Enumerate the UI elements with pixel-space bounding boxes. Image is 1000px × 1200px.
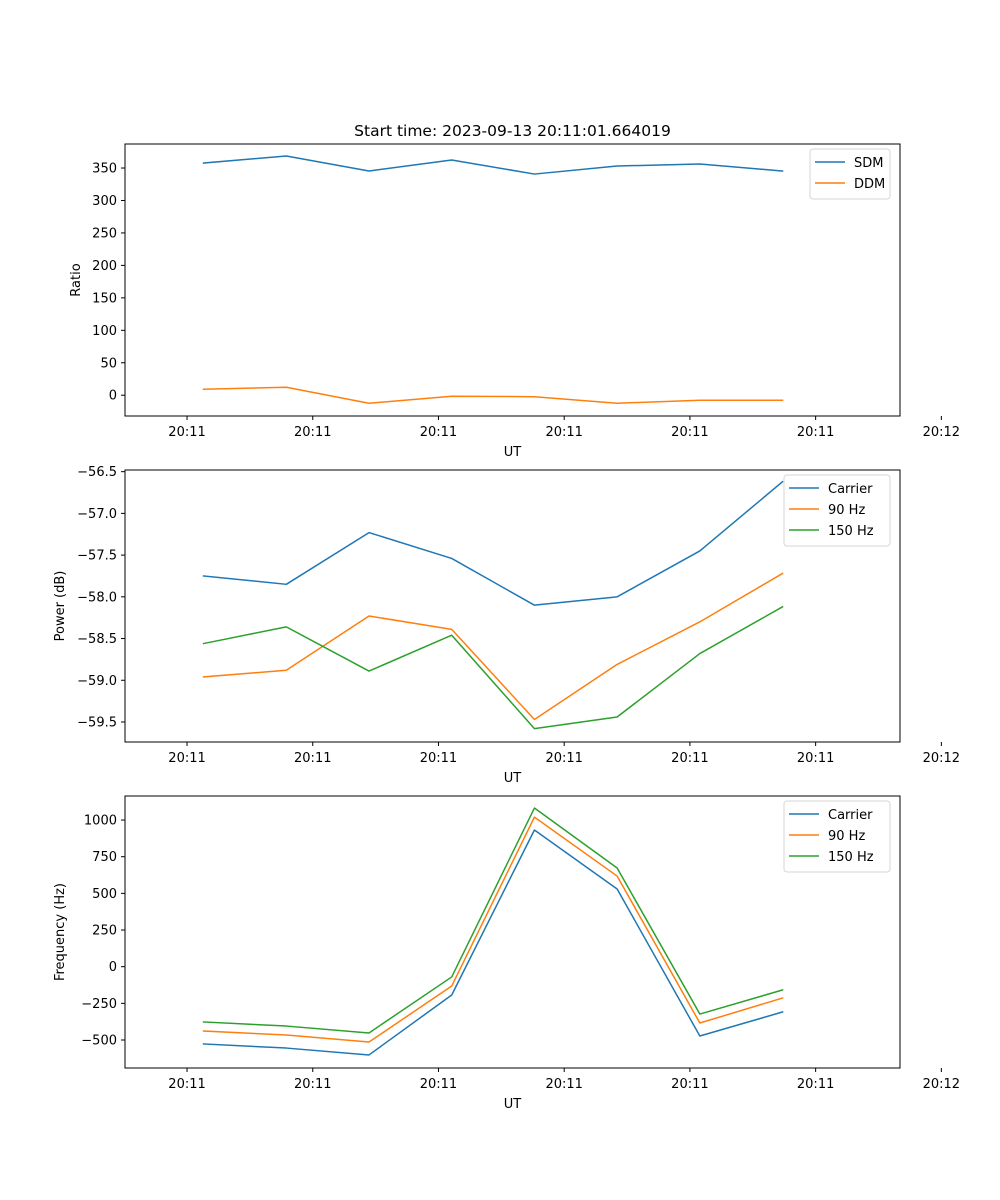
ratio-series-ddm-line <box>202 386 784 404</box>
frequency-x-axis-label: UT <box>504 1097 522 1112</box>
frequency-panel: 20:11 20:11 20:11 20:11 20:11 20:11 20:12 −500 −… <box>53 795 960 1112</box>
ratio-x-tick-label: 20:12 <box>923 425 960 440</box>
power-legend-label: Carrier <box>828 482 873 497</box>
power-legend-box <box>783 474 891 547</box>
power-x-tick-label: 20:11 <box>797 751 834 766</box>
power-x-tick-label: 20:12 <box>923 751 960 766</box>
power-series-90-hz-line <box>202 572 784 721</box>
frequency-axes-frame <box>124 795 901 1069</box>
frequency-y-tick-label: 250 <box>92 924 117 939</box>
ratio-x-tick-label: 20:11 <box>294 425 331 440</box>
power-series-carrier-line <box>202 480 784 606</box>
frequency-legend-label: 150 Hz <box>828 850 874 865</box>
power-y-tick-label: −58.5 <box>77 632 117 647</box>
frequency-y-tick-label: 750 <box>92 850 117 865</box>
power-y-tick-label: −59.0 <box>77 674 117 689</box>
ratio-x-tick-label: 20:11 <box>168 425 205 440</box>
frequency-x-tick-label: 20:11 <box>545 1077 582 1092</box>
frequency-y-tick-label: −500 <box>81 1033 117 1048</box>
power-x-tick-label: 20:11 <box>168 751 205 766</box>
power-legend: Carrier 90 Hz 150 Hz <box>783 474 891 547</box>
power-x-tick-label: 20:11 <box>545 751 582 766</box>
frequency-y-tick-label: −250 <box>81 997 117 1012</box>
frequency-y-tick-label: 1000 <box>84 814 117 829</box>
power-y-axis-label: Power (dB) <box>53 571 68 642</box>
frequency-y-axis-label: Frequency (Hz) <box>53 883 68 981</box>
figure-title: Start time: 2023-09-13 20:11:01.664019 <box>354 122 671 140</box>
frequency-y-tick-label: 500 <box>92 887 117 902</box>
power-y-tick-label: −57.0 <box>77 507 117 522</box>
frequency-series-90-hz-line <box>202 816 784 1043</box>
frequency-x-tick-label: 20:11 <box>671 1077 708 1092</box>
ratio-series-sdm-line <box>202 155 784 175</box>
frequency-y-tick-label: 0 <box>109 960 117 975</box>
power-panel: 20:11 20:11 20:11 20:11 20:11 20:11 20:12 −59.5… <box>53 465 960 786</box>
frequency-x-tick-label: 20:11 <box>294 1077 331 1092</box>
ratio-x-tick-label: 20:11 <box>545 425 582 440</box>
power-y-tick-label: −56.5 <box>77 465 117 480</box>
power-x-tick-label: 20:11 <box>294 751 331 766</box>
ratio-legend-label: DDM <box>854 177 885 192</box>
ratio-x-axis-label: UT <box>504 445 522 460</box>
power-y-tick-label: −59.5 <box>77 715 117 730</box>
frequency-x-tick-label: 20:12 <box>923 1077 960 1092</box>
power-axes-frame <box>124 469 901 743</box>
ratio-x-tick-label: 20:11 <box>671 425 708 440</box>
ratio-y-tick-label: 350 <box>92 162 117 177</box>
ratio-y-tick-label: 250 <box>92 226 117 241</box>
power-y-tick-label: −58.0 <box>77 590 117 605</box>
frequency-x-tick-label: 20:11 <box>168 1077 205 1092</box>
ratio-legend: SDM DDM <box>809 148 891 200</box>
ratio-y-axis-label: Ratio <box>69 263 84 296</box>
frequency-series-carrier-line <box>202 829 784 1056</box>
ratio-legend-label: SDM <box>854 156 883 171</box>
power-y-tick-label: −57.5 <box>77 549 117 564</box>
power-series-150-hz-line <box>202 605 784 730</box>
ratio-y-tick-label: 100 <box>92 324 117 339</box>
frequency-x-tick-label: 20:11 <box>797 1077 834 1092</box>
ratio-panel: 20:11 20:11 20:11 20:11 20:11 20:11 20:12 0 50 10… <box>69 143 960 460</box>
ratio-y-tick-label: 300 <box>92 194 117 209</box>
frequency-series-150-hz-line <box>202 807 784 1034</box>
ratio-y-tick-label: 50 <box>100 356 117 371</box>
power-legend-label: 150 Hz <box>828 524 874 539</box>
power-x-tick-label: 20:11 <box>671 751 708 766</box>
ratio-y-tick-label: 150 <box>92 291 117 306</box>
ratio-axes-frame <box>124 143 901 417</box>
ratio-x-tick-label: 20:11 <box>420 425 457 440</box>
power-x-axis-label: UT <box>504 771 522 786</box>
frequency-legend-box <box>783 800 891 873</box>
frequency-legend-label: Carrier <box>828 808 873 823</box>
frequency-x-tick-label: 20:11 <box>420 1077 457 1092</box>
frequency-legend-label: 90 Hz <box>828 829 865 844</box>
power-legend-label: 90 Hz <box>828 503 865 518</box>
ratio-y-tick-label: 200 <box>92 259 117 274</box>
power-x-tick-label: 20:11 <box>420 751 457 766</box>
frequency-legend: Carrier 90 Hz 150 Hz <box>783 800 891 873</box>
ratio-x-tick-label: 20:11 <box>797 425 834 440</box>
ratio-y-tick-label: 0 <box>109 389 117 404</box>
